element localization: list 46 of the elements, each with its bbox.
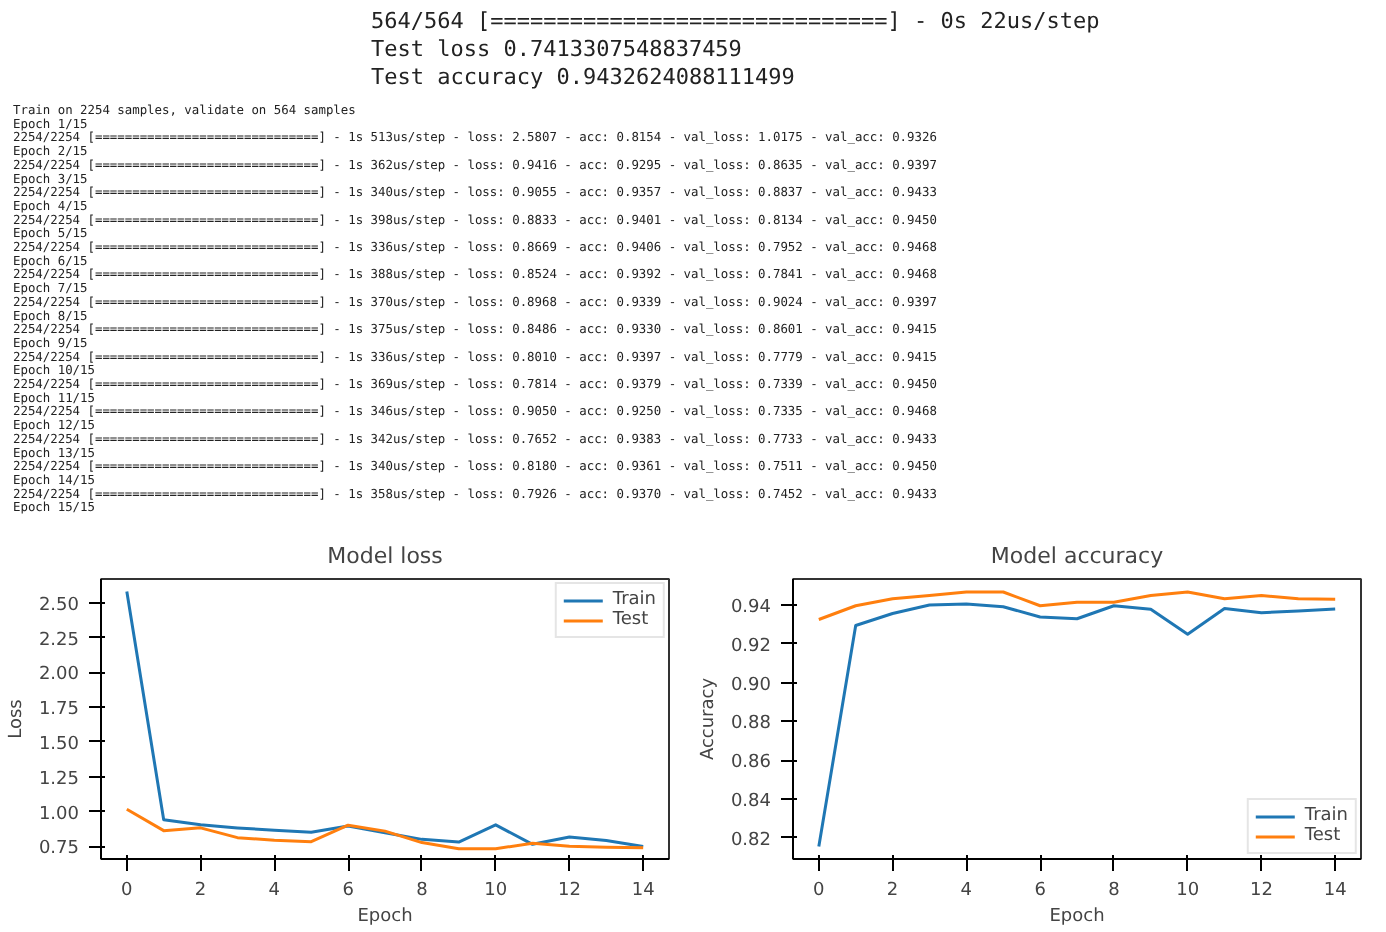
- y-tick-label: 0.82: [730, 830, 772, 851]
- y-tick-label: 0.94: [730, 598, 772, 619]
- x-tick-label: 4: [268, 881, 281, 901]
- x-axis-title: Epoch: [1049, 907, 1105, 927]
- x-tick-label: 12: [557, 881, 581, 901]
- y-axis-title: Accuracy: [698, 676, 719, 761]
- x-tick-label: 10: [1176, 881, 1200, 901]
- y-tick-label: 0.86: [730, 753, 772, 774]
- y-tick-label: 1.75: [38, 700, 80, 721]
- legend-label: Train: [612, 590, 656, 610]
- y-tick-label: 1.25: [38, 769, 80, 790]
- y-tick-label: 0.90: [730, 675, 772, 696]
- y-tick-label: 0.88: [730, 714, 772, 735]
- legend-label: Train: [1304, 806, 1348, 826]
- line-series: [817, 590, 1337, 621]
- y-tick-label: 0.75: [38, 839, 80, 860]
- y-tick-label: 1.50: [38, 734, 80, 755]
- y-tick-label: 0.92: [730, 636, 772, 657]
- y-tick-label: 2.25: [38, 630, 80, 651]
- x-axis-title: Epoch: [357, 907, 413, 927]
- x-tick-label: 4: [960, 881, 973, 901]
- chart-title: Model loss: [327, 543, 444, 569]
- x-tick-label: 2: [886, 881, 899, 901]
- y-tick-label: 0.84: [730, 791, 772, 812]
- x-tick-label: 12: [1249, 881, 1273, 901]
- y-tick-label: 2.00: [38, 665, 80, 686]
- text: 564/564 [==============================] - 0s 22us/step: [371, 8, 1100, 34]
- x-tick-label: 2: [194, 881, 207, 901]
- x-tick-label: 8: [416, 881, 429, 901]
- x-tick-label: 0: [121, 881, 134, 901]
- x-tick-label: 0: [813, 881, 826, 901]
- x-tick-label: 14: [1323, 881, 1348, 901]
- text: Test accuracy 0.9432624088111499: [371, 64, 795, 90]
- legend-label: Test: [612, 610, 651, 630]
- x-tick-label: 8: [1108, 881, 1121, 901]
- y-axis-title: Loss: [6, 698, 27, 739]
- x-tick-label: 10: [484, 881, 508, 901]
- x-tick-label: 6: [342, 881, 355, 901]
- y-tick-label: 2.50: [38, 595, 80, 616]
- x-tick-label: 6: [1034, 881, 1047, 901]
- line-series: [125, 807, 645, 851]
- x-tick-label: 14: [631, 881, 656, 901]
- chart-title: Model accuracy: [990, 543, 1165, 569]
- y-tick-label: 1.00: [38, 804, 80, 825]
- text: Test loss 0.7413307548837459: [371, 36, 742, 62]
- legend-label: Test: [1304, 826, 1343, 846]
